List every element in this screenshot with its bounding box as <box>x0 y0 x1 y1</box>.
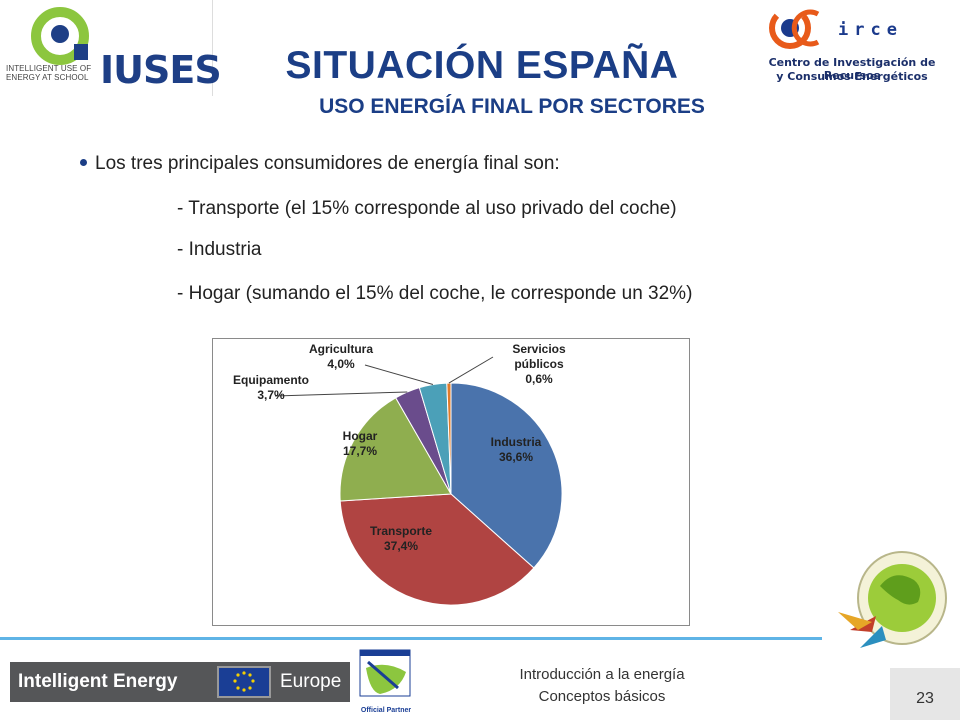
list-item: - Transporte (el 15% corresponde al uso … <box>177 198 677 219</box>
slice-value-label: 4,0% <box>327 357 355 371</box>
banner-left-text: Intelligent Energy <box>18 671 178 692</box>
slice-name-label: públicos <box>514 357 564 371</box>
pie-slice-industria <box>450 382 563 569</box>
circe-logo: irce Centro de Investigación de Recursos… <box>752 4 952 90</box>
slice-value-label: 3,7% <box>257 388 285 402</box>
slice-name-label: Industria <box>491 435 542 449</box>
iuses-mark-icon <box>31 7 89 65</box>
partner-caption: Official Partner <box>360 707 412 714</box>
iuses-brand: IUSES <box>100 48 222 92</box>
banner-right-text: Europe <box>280 671 342 692</box>
lightbulb-globe-icon <box>838 551 947 648</box>
intelligent-energy-europe-banner: Intelligent Energy Europe <box>10 662 350 702</box>
iuses-logo: INTELLIGENT USE OF ENERGY AT SCHOOL IUSE… <box>0 0 222 96</box>
slice-value-label: 17,7% <box>343 444 377 458</box>
slice-name-label: Agricultura <box>309 342 373 356</box>
pie-chart: Industria 36,6% Transporte 37,4% Hogar 17,7% E… <box>212 338 690 626</box>
pie-slice-servicios-p-blicos <box>446 382 452 495</box>
official-partner-logo: Official Partner <box>358 648 414 714</box>
slice-value-label: 0,6% <box>525 372 553 386</box>
circe-wordmark: irce <box>838 20 903 40</box>
circe-line-2: y Consumos Energéticos <box>776 70 928 83</box>
slice-name-label: Hogar <box>343 429 378 443</box>
slice-value-label: 37,4% <box>384 539 418 553</box>
slice-name-label: Servicios <box>512 342 566 356</box>
footer-course-title: Introducción a la energía Conceptos bási… <box>482 664 722 708</box>
footer-rule <box>0 637 822 640</box>
slice-name-label: Transporte <box>370 524 432 538</box>
footer-line-1: Introducción a la energía <box>519 666 685 683</box>
pie-slice-hogar <box>339 397 452 502</box>
leader-line <box>364 364 434 385</box>
iuses-tagline: INTELLIGENT USE OF ENERGY AT SCHOOL <box>6 64 92 82</box>
page-number-box: 23 <box>890 668 960 720</box>
partner-mark-icon <box>359 649 411 697</box>
slide-title: SITUACIÓN ESPAÑA <box>285 44 679 87</box>
leader-line <box>448 356 494 384</box>
slide-subtitle: USO ENERGÍA FINAL POR SECTORES <box>319 95 705 118</box>
pie-slice-transporte <box>339 493 535 606</box>
footer-line-2: Conceptos básicos <box>538 688 666 705</box>
bullet-line: Los tres principales consumidores de ene… <box>80 153 560 175</box>
circe-mark-icon <box>769 7 820 49</box>
page-number: 23 <box>916 690 934 707</box>
list-item: - Hogar (sumando el 15% del coche, le co… <box>177 283 693 304</box>
bullet-dot-icon <box>80 158 87 166</box>
eu-flag-icon <box>217 666 271 698</box>
leader-line <box>274 391 408 397</box>
bullet-text: Los tres principales consumidores de ene… <box>95 153 560 174</box>
list-item: - Industria <box>177 239 262 260</box>
circe-line-1: Centro de Investigación de Recursos <box>768 56 936 82</box>
slice-name-label: Equipamento <box>233 373 309 387</box>
slice-value-label: 36,6% <box>499 450 533 464</box>
